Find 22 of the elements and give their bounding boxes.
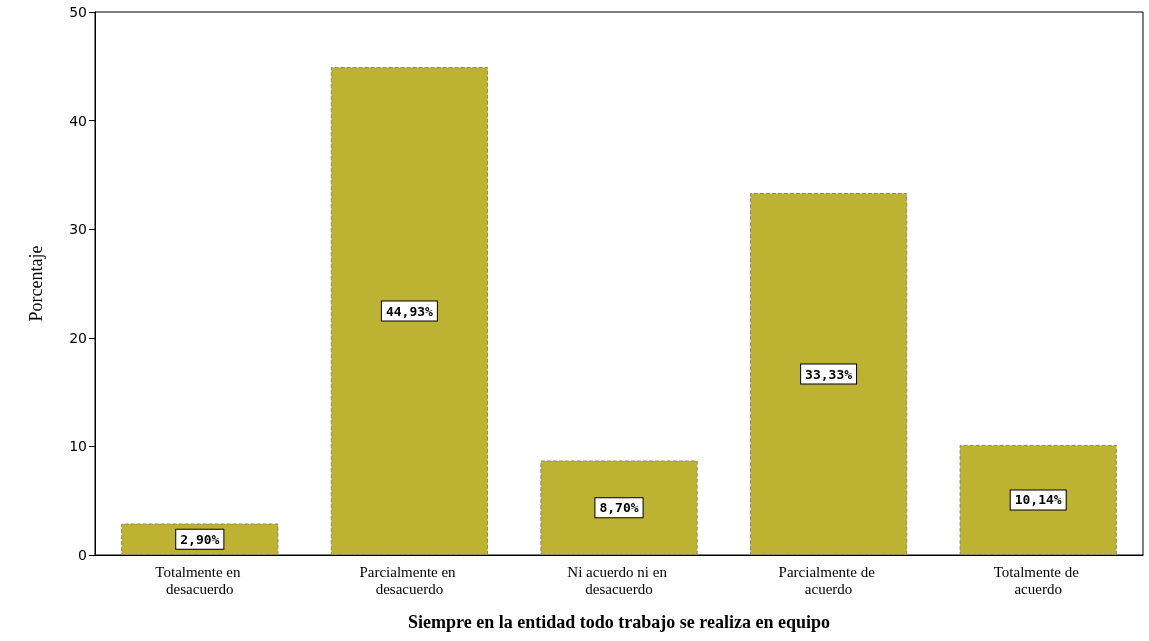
bar xyxy=(959,444,1117,555)
data-label: 44,93% xyxy=(385,303,434,319)
bar xyxy=(540,460,698,555)
x-tick-label: Ni acuerdo ni en desacuerdo xyxy=(567,563,671,597)
data-label: 10,14% xyxy=(1014,492,1062,508)
x-tick-label: Parcialmente en desacuerdo xyxy=(359,563,460,597)
bar xyxy=(330,67,488,555)
y-tick-label: 20 xyxy=(69,329,87,346)
data-label: 8,70% xyxy=(599,500,639,516)
x-tick-label: Totalmente de acuerdo xyxy=(993,563,1083,597)
x-tick-label: Totalmente en desacuerdo xyxy=(155,563,245,597)
y-tick-label: 10 xyxy=(69,438,87,455)
y-tick-label: 30 xyxy=(69,221,87,238)
y-tick-label: 40 xyxy=(69,112,87,129)
y-tick-label: 50 xyxy=(69,4,87,20)
bar xyxy=(750,193,908,555)
data-label: 33,33% xyxy=(805,366,853,382)
y-axis-title: Porcentaje xyxy=(26,245,46,322)
data-label: 2,90% xyxy=(180,531,220,547)
x-tick-label: Parcialmente de acuerdo xyxy=(778,563,879,597)
y-tick-label: 0 xyxy=(78,547,87,563)
x-axis-title: Siempre en la entidad todo trabajo se realiza en equipo xyxy=(408,612,830,632)
